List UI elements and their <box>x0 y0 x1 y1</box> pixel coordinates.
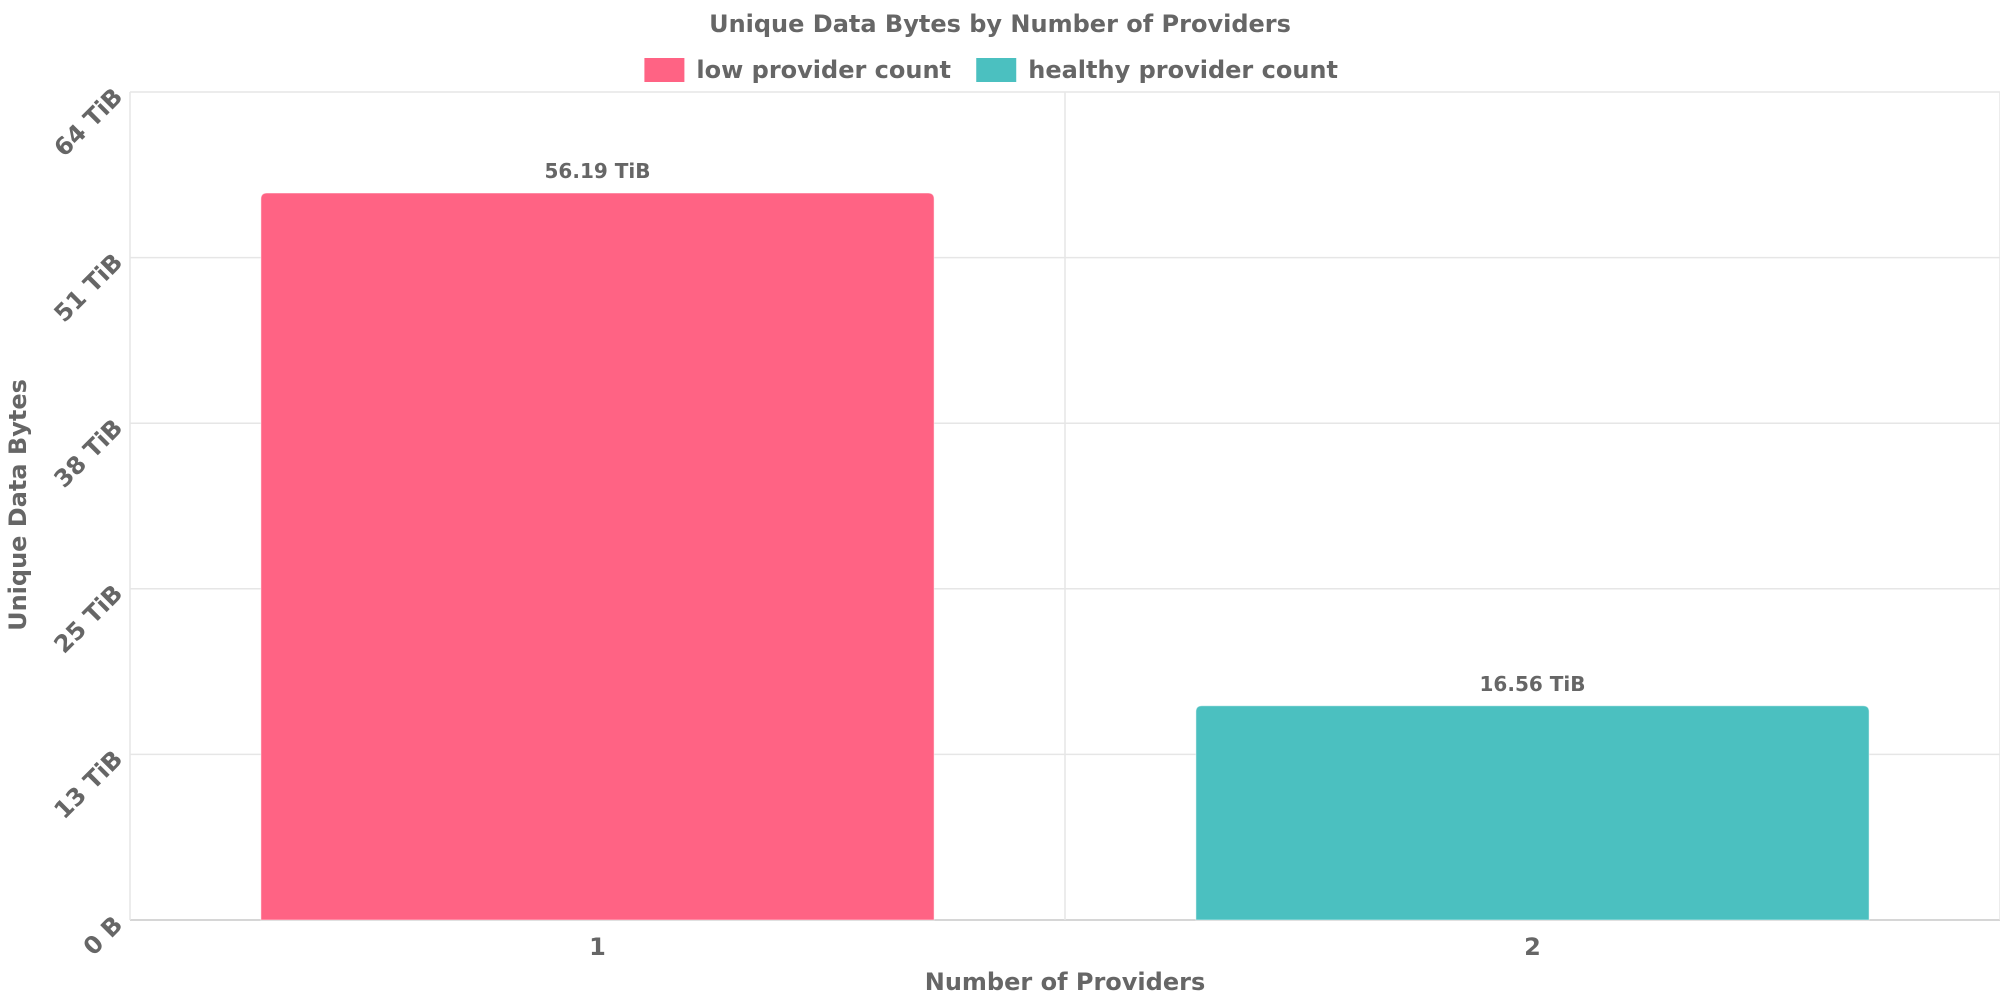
bar-data-label: 56.19 TiB <box>545 159 651 183</box>
bar <box>260 192 935 921</box>
y-tick-label: 13 TiB <box>49 745 129 825</box>
y-tick-label: 38 TiB <box>49 414 129 494</box>
x-tick-label: 2 <box>1524 933 1541 961</box>
x-tick-label: 1 <box>589 933 606 961</box>
x-axis-title: Number of Providers <box>925 968 1205 996</box>
legend: low provider count healthy provider count <box>644 56 1338 84</box>
chart-title: Unique Data Bytes by Number of Providers <box>709 10 1291 38</box>
bar-layer <box>260 192 1870 921</box>
y-axis-title: Unique Data Bytes <box>4 379 32 631</box>
y-tick-label: 64 TiB <box>49 82 129 162</box>
y-tick-label: 51 TiB <box>49 248 129 328</box>
label-layer: 56.19 TiB 16.56 TiB <box>545 159 1586 696</box>
bar-data-label: 16.56 TiB <box>1480 672 1586 696</box>
y-tick-label: 25 TiB <box>49 579 129 659</box>
legend-label: low provider count <box>696 56 951 84</box>
legend-swatch <box>976 58 1017 82</box>
bar <box>1195 705 1870 921</box>
legend-label: healthy provider count <box>1028 56 1338 84</box>
legend-swatch <box>644 58 685 82</box>
y-tick-label: 0 B <box>78 910 128 960</box>
